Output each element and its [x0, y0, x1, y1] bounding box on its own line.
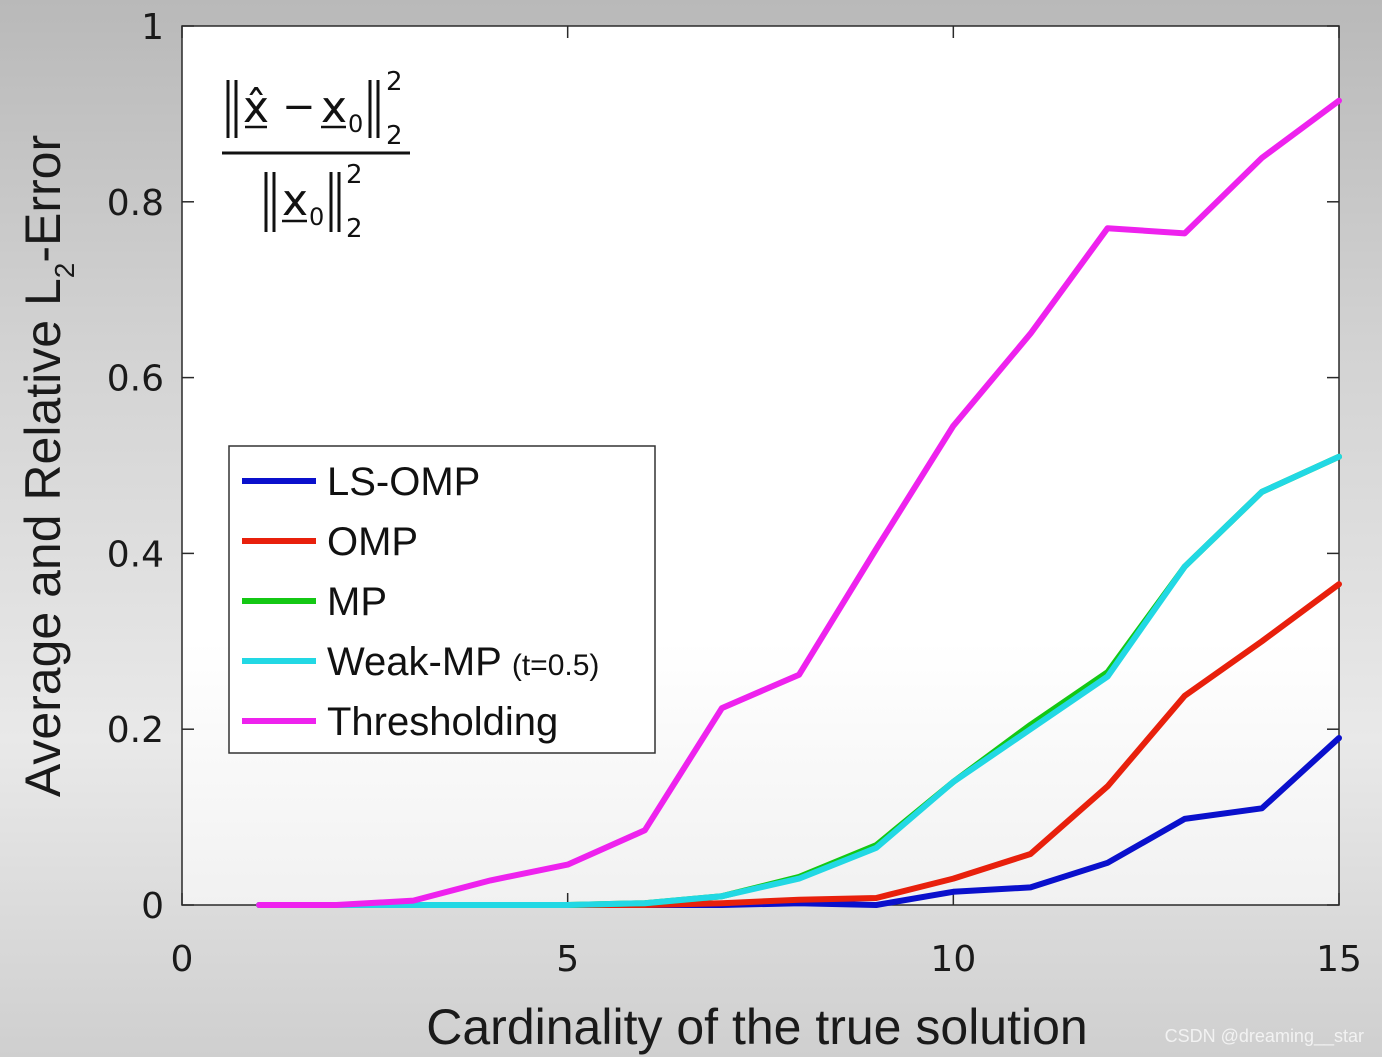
- formula-xhat: x̂: [243, 82, 269, 133]
- formula-sup-num: 2: [386, 67, 403, 97]
- y-tick-label: 0.2: [107, 710, 164, 751]
- legend-label-omp: OMP: [327, 520, 418, 564]
- formula-sub-den: 2: [346, 214, 363, 244]
- x-tick-label: 10: [930, 939, 976, 980]
- y-axis-label: Average and Relative L2-Error: [15, 135, 80, 797]
- legend-label-ls-omp: LS-OMP: [327, 460, 480, 504]
- axis-ticks: [181, 25, 1340, 906]
- y-tick-label: 0.8: [107, 183, 164, 224]
- formula-x0-den: x: [282, 175, 308, 226]
- series-line-thresholding: [256, 97, 1342, 908]
- formula-sup-den: 2: [346, 160, 363, 190]
- legend-label-mp: MP: [327, 580, 387, 624]
- y-tick-label: 1: [141, 7, 164, 48]
- watermark: CSDN @dreaming__star: [1164, 1026, 1364, 1046]
- y-tick-label: 0.4: [107, 534, 164, 575]
- formula-sub0-num: 0: [348, 110, 363, 138]
- y-tick-label: 0.6: [107, 359, 164, 400]
- legend-label-thresholding: Thresholding: [327, 700, 558, 744]
- x-axis-label: Cardinality of the true solution: [426, 999, 1087, 1055]
- y-tick-label: 0: [141, 886, 164, 927]
- series-lines: [256, 97, 1342, 908]
- formula-x0-num: x: [321, 82, 347, 133]
- formula-minus: −: [282, 84, 316, 130]
- tick-labels: 0 5 10 15 0 0.2 0.4 0.6 0.8 1: [107, 7, 1362, 980]
- series-line-weak-mp: [256, 453, 1342, 908]
- x-tick-label: 15: [1316, 939, 1362, 980]
- error-formula: x̂ − x 0 2 2 x 0 2 2: [222, 67, 410, 244]
- x-tick-label: 0: [171, 939, 194, 980]
- x-tick-label: 5: [556, 939, 579, 980]
- formula-sub0-den: 0: [309, 203, 324, 231]
- formula-sub-num: 2: [386, 121, 403, 151]
